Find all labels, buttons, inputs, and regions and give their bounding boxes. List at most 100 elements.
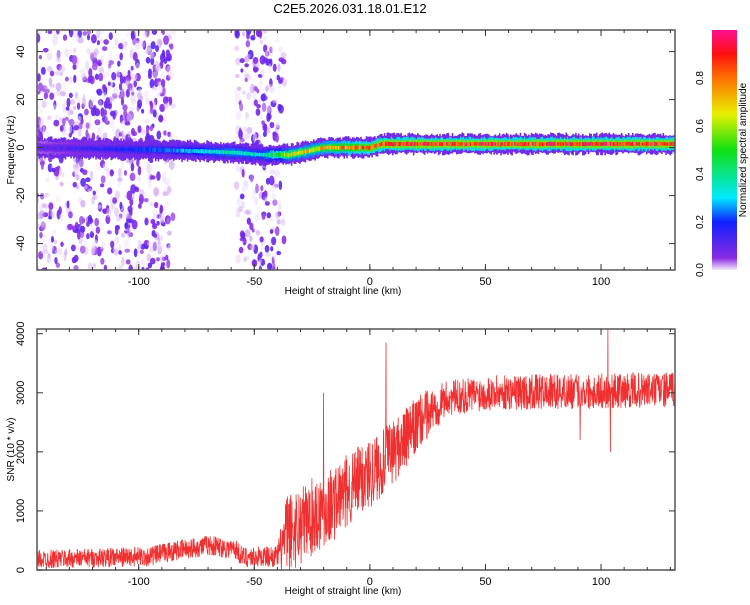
ridge-cell — [587, 142, 590, 146]
spectrogram-cell — [119, 74, 124, 85]
spectrogram-cell — [114, 207, 119, 217]
ridge-cell — [503, 142, 505, 147]
ridge-cell — [389, 141, 391, 147]
spectrogram-cell — [244, 229, 251, 238]
ridge-cell — [586, 142, 588, 146]
spectrogram-cell — [126, 32, 130, 38]
ridge-cell — [555, 142, 558, 147]
spectrogram-cell — [147, 110, 151, 116]
spectrogram-cell — [235, 208, 241, 218]
spectrogram-cell — [144, 217, 149, 226]
ridge-cell — [591, 142, 594, 146]
spectrogram-cell — [266, 212, 272, 219]
ridge-cell — [605, 141, 608, 146]
spectrogram-cell — [140, 95, 144, 101]
ridge-cell — [414, 141, 416, 147]
spectrogram-cell — [96, 40, 101, 46]
ridge-cell — [620, 142, 623, 146]
ridge-cell — [647, 141, 649, 146]
spectrogram-cell — [49, 83, 56, 88]
ridge-cell — [594, 142, 597, 147]
ridge-cell — [486, 142, 488, 147]
ridge-cell — [546, 142, 548, 146]
ridge-cell — [397, 141, 400, 147]
spectrogram-cell — [94, 73, 100, 80]
spectrogram-plot: -100 -50 0 50 100 -40 -20 0 20 40 Height of straig… — [6, 29, 676, 297]
ridge-cell — [127, 147, 129, 152]
ridge-cell — [138, 147, 140, 152]
spectrogram-cell — [76, 102, 81, 110]
ridge-cell — [658, 141, 660, 146]
spectrogram-cell — [91, 62, 98, 71]
spectrogram-cell — [47, 238, 53, 246]
ridge-cell — [600, 142, 602, 146]
spectrogram-cell — [116, 69, 121, 78]
spectrogram-cell — [63, 81, 67, 91]
spectrogram-cell — [64, 47, 69, 58]
spectrogram-cell — [46, 65, 53, 72]
ridge-cell — [120, 147, 122, 152]
ridge-cell — [214, 150, 217, 154]
spectrogram-cell — [120, 161, 124, 171]
spectrogram-cell — [99, 38, 104, 43]
ridge-cell — [490, 141, 493, 147]
ridge-cell — [85, 146, 88, 151]
spectrogram-cell — [126, 113, 133, 124]
spectrogram-cell — [39, 192, 45, 200]
ridge-cell — [347, 145, 350, 150]
spectrogram-cell — [80, 177, 86, 187]
ridge-cell — [566, 142, 569, 146]
spectrogram-cell — [272, 131, 277, 137]
ridge-cell — [246, 151, 249, 156]
spectrogram-cell — [236, 197, 242, 207]
spectrogram-cell — [37, 102, 41, 111]
spectrogram-cell — [74, 121, 78, 126]
spectrogram-cell — [280, 218, 286, 226]
spectrogram-cell — [266, 112, 271, 123]
ridge-cell — [160, 148, 163, 152]
spectrogram-cell — [82, 123, 86, 132]
spectrogram-cell — [37, 223, 41, 229]
spectrogram-cell — [79, 68, 86, 75]
spectrogram-cell — [259, 115, 263, 120]
spectrogram-cell — [152, 101, 157, 111]
spectrogram-cell — [96, 88, 103, 96]
spectrogram-cell — [55, 262, 61, 268]
ridge-cell — [211, 150, 214, 154]
ridge-cell — [354, 145, 357, 150]
ridge-cell — [471, 141, 473, 146]
ridge-cell — [228, 150, 230, 155]
spectrogram-cell — [56, 56, 61, 63]
ridge-cell — [410, 142, 412, 147]
ridge-cell — [42, 145, 45, 151]
spectrogram-cell — [275, 37, 281, 43]
spectrogram-cell — [37, 90, 41, 95]
y-tick-label: -20 — [15, 188, 27, 204]
x-tick-label: 50 — [479, 276, 491, 288]
spectrogram-cell — [67, 223, 74, 231]
ridge-cell — [593, 141, 595, 146]
spectrogram-cell — [100, 175, 106, 184]
spectrogram-cell — [118, 83, 123, 91]
spectrogram-cell — [114, 190, 121, 200]
ridge-cell — [451, 141, 454, 147]
spectrogram-cell — [149, 175, 156, 180]
spectrogram-cell — [165, 177, 171, 188]
ridge-cell — [534, 141, 537, 146]
spectrogram-cell — [272, 252, 276, 260]
spectrogram-cell — [277, 63, 281, 72]
spectrogram-cell — [73, 265, 79, 270]
spectrogram-cell — [251, 194, 256, 200]
spectrogram-cell — [67, 119, 73, 124]
ridge-cell — [523, 142, 526, 146]
ridge-cell — [224, 150, 226, 155]
spectrogram-cell — [41, 220, 45, 228]
ridge-cell — [386, 141, 389, 147]
spectrogram-cell — [86, 233, 90, 240]
ridge-cell — [597, 142, 599, 147]
spectrogram-cell — [59, 72, 64, 77]
spectrogram-cell — [68, 125, 73, 134]
ridge-cell — [93, 146, 96, 151]
spectrogram-cell — [89, 170, 94, 181]
ridge-cell — [289, 152, 292, 157]
